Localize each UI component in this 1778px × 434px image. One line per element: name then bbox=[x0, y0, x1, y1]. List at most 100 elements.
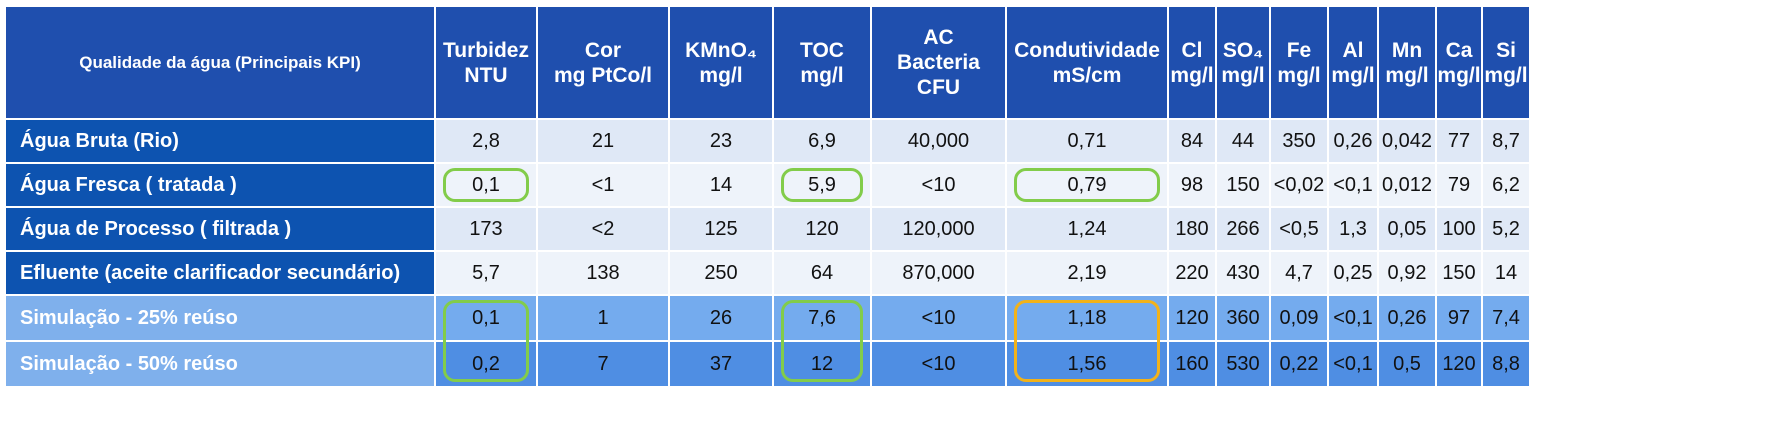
table-cell: <2 bbox=[536, 206, 670, 252]
table-cell: 870,000 bbox=[870, 250, 1007, 296]
table-cell: 26 bbox=[668, 294, 774, 342]
param-unit-2: CFU bbox=[916, 76, 961, 99]
table-cell: 0,26 bbox=[1327, 118, 1379, 164]
table-cell: 180 bbox=[1167, 206, 1217, 252]
table-cell: <10 bbox=[870, 162, 1007, 208]
row-label: Água Fresca ( tratada ) bbox=[4, 162, 436, 208]
table-cell: 21 bbox=[536, 118, 670, 164]
table-cell: 0,05 bbox=[1377, 206, 1437, 252]
table-cell: 2,19 bbox=[1005, 250, 1169, 296]
table-cell: 14 bbox=[668, 162, 774, 208]
table-cell: 5,9 bbox=[772, 162, 872, 208]
param-unit: mg PtCo/l bbox=[554, 63, 652, 87]
table-cell: 0,26 bbox=[1377, 294, 1437, 342]
table-cell: 160 bbox=[1167, 340, 1217, 388]
param-header: Cor mg PtCo/l bbox=[536, 5, 670, 120]
param-name: SO₄ bbox=[1222, 38, 1264, 62]
table-cell: 100 bbox=[1435, 206, 1483, 252]
table-cell: 0,79 bbox=[1005, 162, 1169, 208]
param-header: Ca mg/l bbox=[1435, 5, 1483, 120]
param-unit: Bacteria bbox=[897, 51, 980, 74]
table-cell: 6,9 bbox=[772, 118, 872, 164]
param-header: Condutividade mS/cm bbox=[1005, 5, 1169, 120]
param-name: Al bbox=[1342, 38, 1364, 62]
table-cell: 1,24 bbox=[1005, 206, 1169, 252]
param-name: KMnO₄ bbox=[685, 38, 757, 62]
param-header: KMnO₄ mg/l bbox=[668, 5, 774, 120]
table-cell: 0,1 bbox=[434, 294, 538, 342]
table-cell: 14 bbox=[1481, 250, 1531, 296]
table-cell: 250 bbox=[668, 250, 774, 296]
table-cell: 7,4 bbox=[1481, 294, 1531, 342]
table-cell: <0,1 bbox=[1327, 162, 1379, 208]
param-name: TOC bbox=[800, 38, 844, 62]
row-label: Água Bruta (Rio) bbox=[4, 118, 436, 164]
table-cell: 0,2 bbox=[434, 340, 538, 388]
table-cell: <0,5 bbox=[1269, 206, 1329, 252]
table-cell: 350 bbox=[1269, 118, 1329, 164]
table-cell: 77 bbox=[1435, 118, 1483, 164]
param-name: Turbidez bbox=[443, 38, 529, 62]
table-cell: 360 bbox=[1215, 294, 1271, 342]
param-unit: mg/l bbox=[1331, 63, 1375, 87]
table-cell: 138 bbox=[536, 250, 670, 296]
table-cell: 84 bbox=[1167, 118, 1217, 164]
table-cell: 0,042 bbox=[1377, 118, 1437, 164]
table-cell: 37 bbox=[668, 340, 774, 388]
table-cell: 44 bbox=[1215, 118, 1271, 164]
param-name: Mn bbox=[1391, 38, 1423, 62]
table-cell: 1,56 bbox=[1005, 340, 1169, 388]
table-cell: 220 bbox=[1167, 250, 1217, 296]
water-quality-kpi-table: Qualidade da água (Principais KPI) Turbi… bbox=[4, 5, 1531, 388]
param-unit: mg/l bbox=[1221, 63, 1265, 87]
param-header: Turbidez NTU bbox=[434, 5, 538, 120]
table-cell: 4,7 bbox=[1269, 250, 1329, 296]
table-cell: 173 bbox=[434, 206, 538, 252]
table-cell: 23 bbox=[668, 118, 774, 164]
table-cell: 7,6 bbox=[772, 294, 872, 342]
table-cell: 0,92 bbox=[1377, 250, 1437, 296]
table-row: Água de Processo ( filtrada ) 173 <2 125 120… bbox=[4, 206, 1531, 252]
param-name: AC bbox=[923, 26, 954, 49]
param-unit: mg/l bbox=[1170, 63, 1214, 87]
table-cell: 1,18 bbox=[1005, 294, 1169, 342]
table-cell: 40,000 bbox=[870, 118, 1007, 164]
table-cell: 0,5 bbox=[1377, 340, 1437, 388]
param-name: Cl bbox=[1181, 38, 1203, 62]
table-cell: 120 bbox=[1167, 294, 1217, 342]
table-cell: <0,02 bbox=[1269, 162, 1329, 208]
param-header: Fe mg/l bbox=[1269, 5, 1329, 120]
table-cell: 0,1 bbox=[434, 162, 538, 208]
table-cell: 150 bbox=[1215, 162, 1271, 208]
table-row: Água Fresca ( tratada ) 0,1 <1 14 5,9 <10 0,79… bbox=[4, 162, 1531, 208]
param-header: Cl mg/l bbox=[1167, 5, 1217, 120]
table-cell: <0,1 bbox=[1327, 340, 1379, 388]
table-cell: 120,000 bbox=[870, 206, 1007, 252]
table-cell: 8,7 bbox=[1481, 118, 1531, 164]
table-cell: <1 bbox=[536, 162, 670, 208]
param-name: Ca bbox=[1445, 38, 1473, 62]
table-cell: 266 bbox=[1215, 206, 1271, 252]
table-cell: 120 bbox=[772, 206, 872, 252]
table-cell: 12 bbox=[772, 340, 872, 388]
table-cell: 0,71 bbox=[1005, 118, 1169, 164]
param-unit: mg/l bbox=[1484, 63, 1528, 87]
table-row: Simulação - 25% reúso 0,1 1 26 7,6 <10 1,18 120… bbox=[4, 294, 1531, 342]
header-row: Qualidade da água (Principais KPI) Turbi… bbox=[4, 5, 1531, 120]
row-label: Simulação - 25% reúso bbox=[4, 294, 436, 342]
table-cell: 8,8 bbox=[1481, 340, 1531, 388]
param-header: TOC mg/l bbox=[772, 5, 872, 120]
table-row: Efluente (aceite clarificador secundário… bbox=[4, 250, 1531, 296]
table-cell: 0,012 bbox=[1377, 162, 1437, 208]
param-header: Al mg/l bbox=[1327, 5, 1379, 120]
param-unit: mg/l bbox=[800, 63, 844, 87]
table-row: Simulação - 50% reúso 0,2 7 37 12 <10 1,56 160 5… bbox=[4, 340, 1531, 388]
param-unit: mS/cm bbox=[1052, 63, 1122, 87]
table-cell: 5,2 bbox=[1481, 206, 1531, 252]
param-header: Mn mg/l bbox=[1377, 5, 1437, 120]
table-cell: 430 bbox=[1215, 250, 1271, 296]
table-cell: 7 bbox=[536, 340, 670, 388]
param-unit: NTU bbox=[464, 63, 508, 87]
table-cell: 98 bbox=[1167, 162, 1217, 208]
param-name: Condutividade bbox=[1014, 38, 1160, 62]
